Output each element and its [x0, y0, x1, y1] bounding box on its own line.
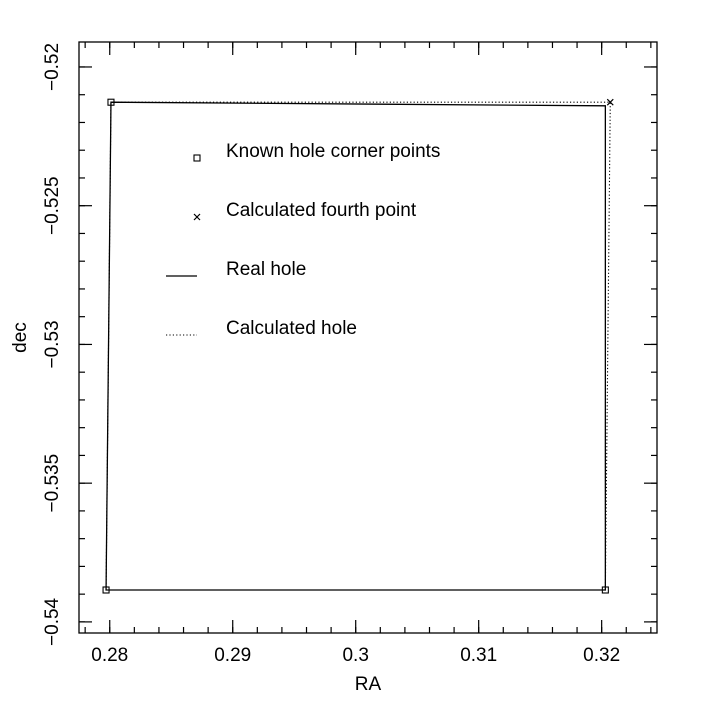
legend-item: Known hole corner points [193, 141, 440, 162]
y-tick-label: −0.52 [42, 43, 63, 91]
legend-square-marker [193, 154, 201, 162]
x-axis-label: RA [355, 674, 382, 695]
legend-label: Calculated hole [226, 318, 357, 339]
calculated-hole-outline [105, 101, 611, 591]
legend: Known hole corner points Calculated fourt… [166, 141, 440, 339]
axis-ticks [79, 42, 657, 633]
y-tick-label: −0.525 [42, 176, 63, 235]
known-corner-point [102, 586, 110, 594]
x-tick-label: 0.31 [460, 645, 497, 666]
legend-label: Known hole corner points [226, 141, 440, 162]
legend-item: Calculated hole [166, 318, 357, 339]
known-corner-point [107, 98, 115, 106]
x-tick-labels: 0.28 0.29 0.3 0.31 0.32 [91, 645, 620, 666]
y-tick-label: −0.54 [42, 597, 63, 646]
legend-label: Calculated fourth point [226, 200, 417, 221]
x-tick-label: 0.29 [214, 645, 251, 666]
x-tick-label: 0.28 [91, 645, 128, 666]
x-tick-label: 0.3 [342, 645, 368, 666]
calculated-fourth-point [606, 98, 614, 106]
legend-item: Real hole [166, 259, 306, 280]
plot-frame [78, 41, 658, 634]
plot-series [102, 98, 614, 594]
x-tick-label: 0.32 [583, 645, 620, 666]
known-corner-point [601, 586, 609, 594]
legend-label: Real hole [226, 259, 306, 280]
y-tick-label: −0.535 [42, 454, 63, 513]
legend-x-marker [193, 213, 201, 221]
y-tick-label: −0.53 [42, 320, 63, 368]
legend-item: Calculated fourth point [193, 200, 417, 221]
y-tick-labels: −0.52 −0.525 −0.53 −0.535 −0.54 [42, 43, 63, 646]
y-axis-label: dec [10, 322, 31, 353]
